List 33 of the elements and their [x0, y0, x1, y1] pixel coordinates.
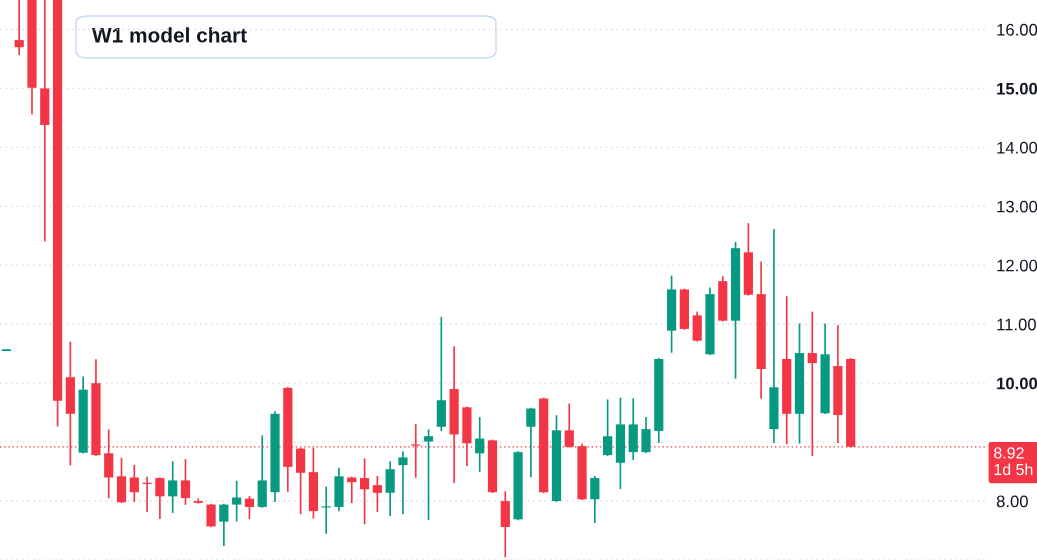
ref-line-label: 8.92 [994, 447, 1024, 459]
candlestick [641, 417, 651, 453]
text: W1 model chart [92, 27, 247, 43]
candlestick [129, 464, 139, 502]
candlestick [385, 461, 395, 517]
candlestick [244, 496, 255, 519]
candlestick [14, 0, 24, 56]
candlestick [398, 451, 408, 515]
candlestick [347, 476, 357, 504]
candlestick [590, 476, 600, 524]
candlestick [359, 458, 370, 525]
y-tick-label: 14.00 [997, 141, 1037, 154]
candlestick [423, 429, 434, 521]
y-tick-label: 16.00 [997, 23, 1037, 36]
y-tick-label: 15.00 [997, 82, 1037, 95]
candlestick [603, 399, 613, 456]
candlestick [180, 458, 191, 505]
y-tick-label: 10.00 [997, 377, 1037, 390]
candlestick [219, 503, 229, 547]
y-tick-label: 8.00 [996, 495, 1028, 508]
candlestick [193, 498, 203, 504]
candlestick [206, 503, 216, 528]
y-tick-label: 12.00 [997, 259, 1037, 272]
text: 1d 5h [994, 463, 1033, 476]
candlestick [155, 477, 165, 519]
y-tick-label: 11.00 [997, 318, 1036, 331]
candlestick [372, 476, 382, 512]
candlestick [321, 486, 331, 534]
candlestick [475, 417, 485, 472]
candlestick [168, 461, 178, 514]
y-tick-label: 13.00 [997, 200, 1037, 213]
candlestick [526, 407, 536, 478]
candlestick [232, 480, 242, 522]
